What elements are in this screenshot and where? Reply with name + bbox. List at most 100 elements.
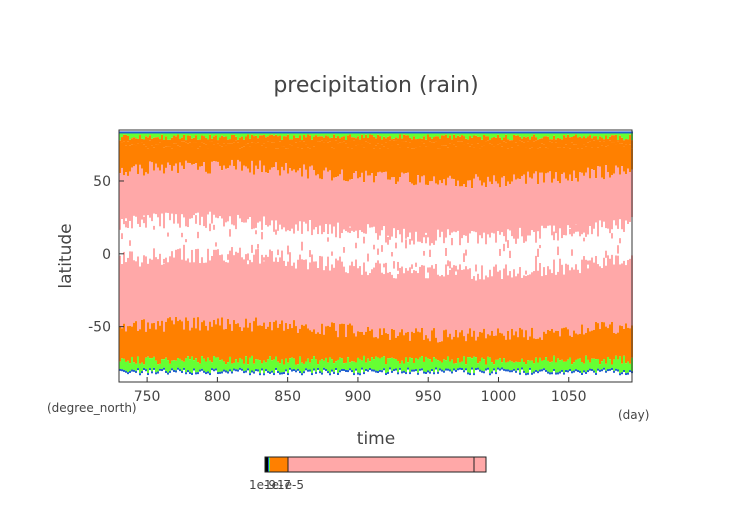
heat-cell bbox=[181, 360, 183, 371]
heat-cell bbox=[289, 132, 291, 140]
heat-cell bbox=[609, 324, 611, 360]
heat-cell bbox=[127, 326, 129, 361]
heat-cell bbox=[569, 148, 571, 175]
heat-cell-edge bbox=[569, 368, 571, 371]
heat-cell-edge bbox=[155, 372, 157, 375]
heat-cell-edge bbox=[617, 131, 619, 134]
heat-cell bbox=[449, 132, 451, 136]
heat-cell bbox=[167, 146, 169, 163]
heat-cell bbox=[387, 236, 389, 245]
heat-cell bbox=[589, 132, 591, 136]
heat-cell-edge bbox=[389, 367, 391, 370]
heat-cell bbox=[285, 136, 287, 149]
heat-cell-edge bbox=[225, 370, 227, 373]
heat-cell-edge bbox=[231, 371, 233, 374]
heat-cell bbox=[615, 165, 617, 226]
heat-cell bbox=[577, 132, 579, 138]
heat-cell-edge bbox=[549, 131, 551, 134]
heat-cell bbox=[377, 132, 379, 135]
heat-cell-edge bbox=[215, 368, 217, 371]
heat-cell-edge bbox=[393, 131, 395, 134]
heat-cell bbox=[627, 168, 629, 225]
heat-cell bbox=[493, 335, 495, 365]
heat-cell bbox=[549, 269, 551, 331]
heat-cell bbox=[239, 327, 241, 359]
heat-cell-edge bbox=[257, 131, 259, 134]
heat-cell-edge bbox=[413, 131, 415, 134]
heat-cell-edge bbox=[623, 370, 625, 373]
heat-cell bbox=[569, 357, 571, 369]
heat-cell bbox=[575, 134, 577, 145]
heat-cell-edge bbox=[453, 131, 455, 134]
heat-cell bbox=[151, 259, 153, 324]
heat-cell-edge bbox=[209, 131, 211, 134]
heat-cell-edge bbox=[507, 369, 509, 372]
heat-cell bbox=[399, 147, 401, 178]
heat-cell bbox=[123, 323, 125, 359]
heat-cell bbox=[225, 364, 227, 371]
heat-cell-edge bbox=[421, 368, 423, 371]
heat-cell bbox=[541, 276, 543, 340]
heat-cell bbox=[525, 275, 527, 331]
heat-cell-edge bbox=[319, 131, 321, 134]
heat-cell bbox=[217, 318, 219, 358]
heat-cell bbox=[355, 138, 357, 146]
heat-cell bbox=[333, 132, 335, 135]
heat-cell-edge bbox=[627, 372, 629, 375]
heat-cell bbox=[599, 141, 601, 167]
heat-cell bbox=[545, 357, 547, 370]
heat-cell bbox=[381, 245, 383, 252]
heat-cell bbox=[595, 322, 597, 360]
heat-cell-edge bbox=[563, 131, 565, 134]
heat-cell bbox=[541, 143, 543, 173]
heat-cell bbox=[285, 132, 287, 137]
heat-cell bbox=[449, 175, 451, 236]
y-tick-label-1: 0 bbox=[102, 247, 111, 263]
heat-cell bbox=[319, 255, 321, 334]
heat-cell bbox=[297, 259, 299, 333]
heat-cell bbox=[215, 357, 217, 369]
heat-cell bbox=[535, 339, 537, 358]
plot-frame bbox=[118, 129, 633, 383]
heat-cell bbox=[191, 327, 193, 357]
heat-cell bbox=[551, 139, 553, 143]
heat-cell bbox=[583, 132, 585, 137]
heat-cell bbox=[537, 132, 539, 140]
heat-cell bbox=[447, 337, 449, 357]
heat-cell bbox=[333, 323, 335, 364]
heat-cell bbox=[279, 324, 281, 364]
heat-cell bbox=[587, 328, 589, 360]
heat-cell-edge bbox=[475, 131, 477, 134]
heat-cell bbox=[483, 182, 485, 233]
heat-cell-edge bbox=[259, 373, 261, 376]
heat-cell bbox=[529, 148, 531, 178]
heat-cell bbox=[239, 148, 241, 162]
heat-cell-edge bbox=[391, 131, 393, 134]
heat-cell-edge bbox=[351, 131, 353, 134]
heat-cell bbox=[147, 173, 149, 216]
heat-cell bbox=[567, 134, 569, 148]
heat-cell bbox=[187, 135, 189, 144]
heat-cell bbox=[409, 267, 411, 341]
heat-cell-edge bbox=[429, 131, 431, 134]
heat-cell-edge bbox=[307, 131, 309, 134]
heat-cell bbox=[249, 132, 251, 139]
heat-cell bbox=[293, 262, 295, 321]
heat-cell bbox=[513, 273, 515, 336]
heat-cell-edge bbox=[399, 367, 401, 370]
heat-cell bbox=[159, 325, 161, 364]
colorbar-blue-segment bbox=[268, 457, 269, 472]
heat-cell bbox=[581, 132, 583, 139]
heat-cell-edge bbox=[555, 372, 557, 375]
heat-cell bbox=[335, 361, 337, 368]
heat-cell bbox=[585, 332, 587, 356]
heat-cell bbox=[369, 330, 371, 362]
heat-cell bbox=[255, 143, 257, 166]
heat-cell bbox=[145, 357, 147, 370]
heat-cell bbox=[615, 144, 617, 166]
heat-cell bbox=[467, 139, 469, 144]
heat-cell-edge bbox=[357, 372, 359, 375]
heat-cell bbox=[275, 132, 277, 135]
heat-cell bbox=[153, 132, 155, 138]
